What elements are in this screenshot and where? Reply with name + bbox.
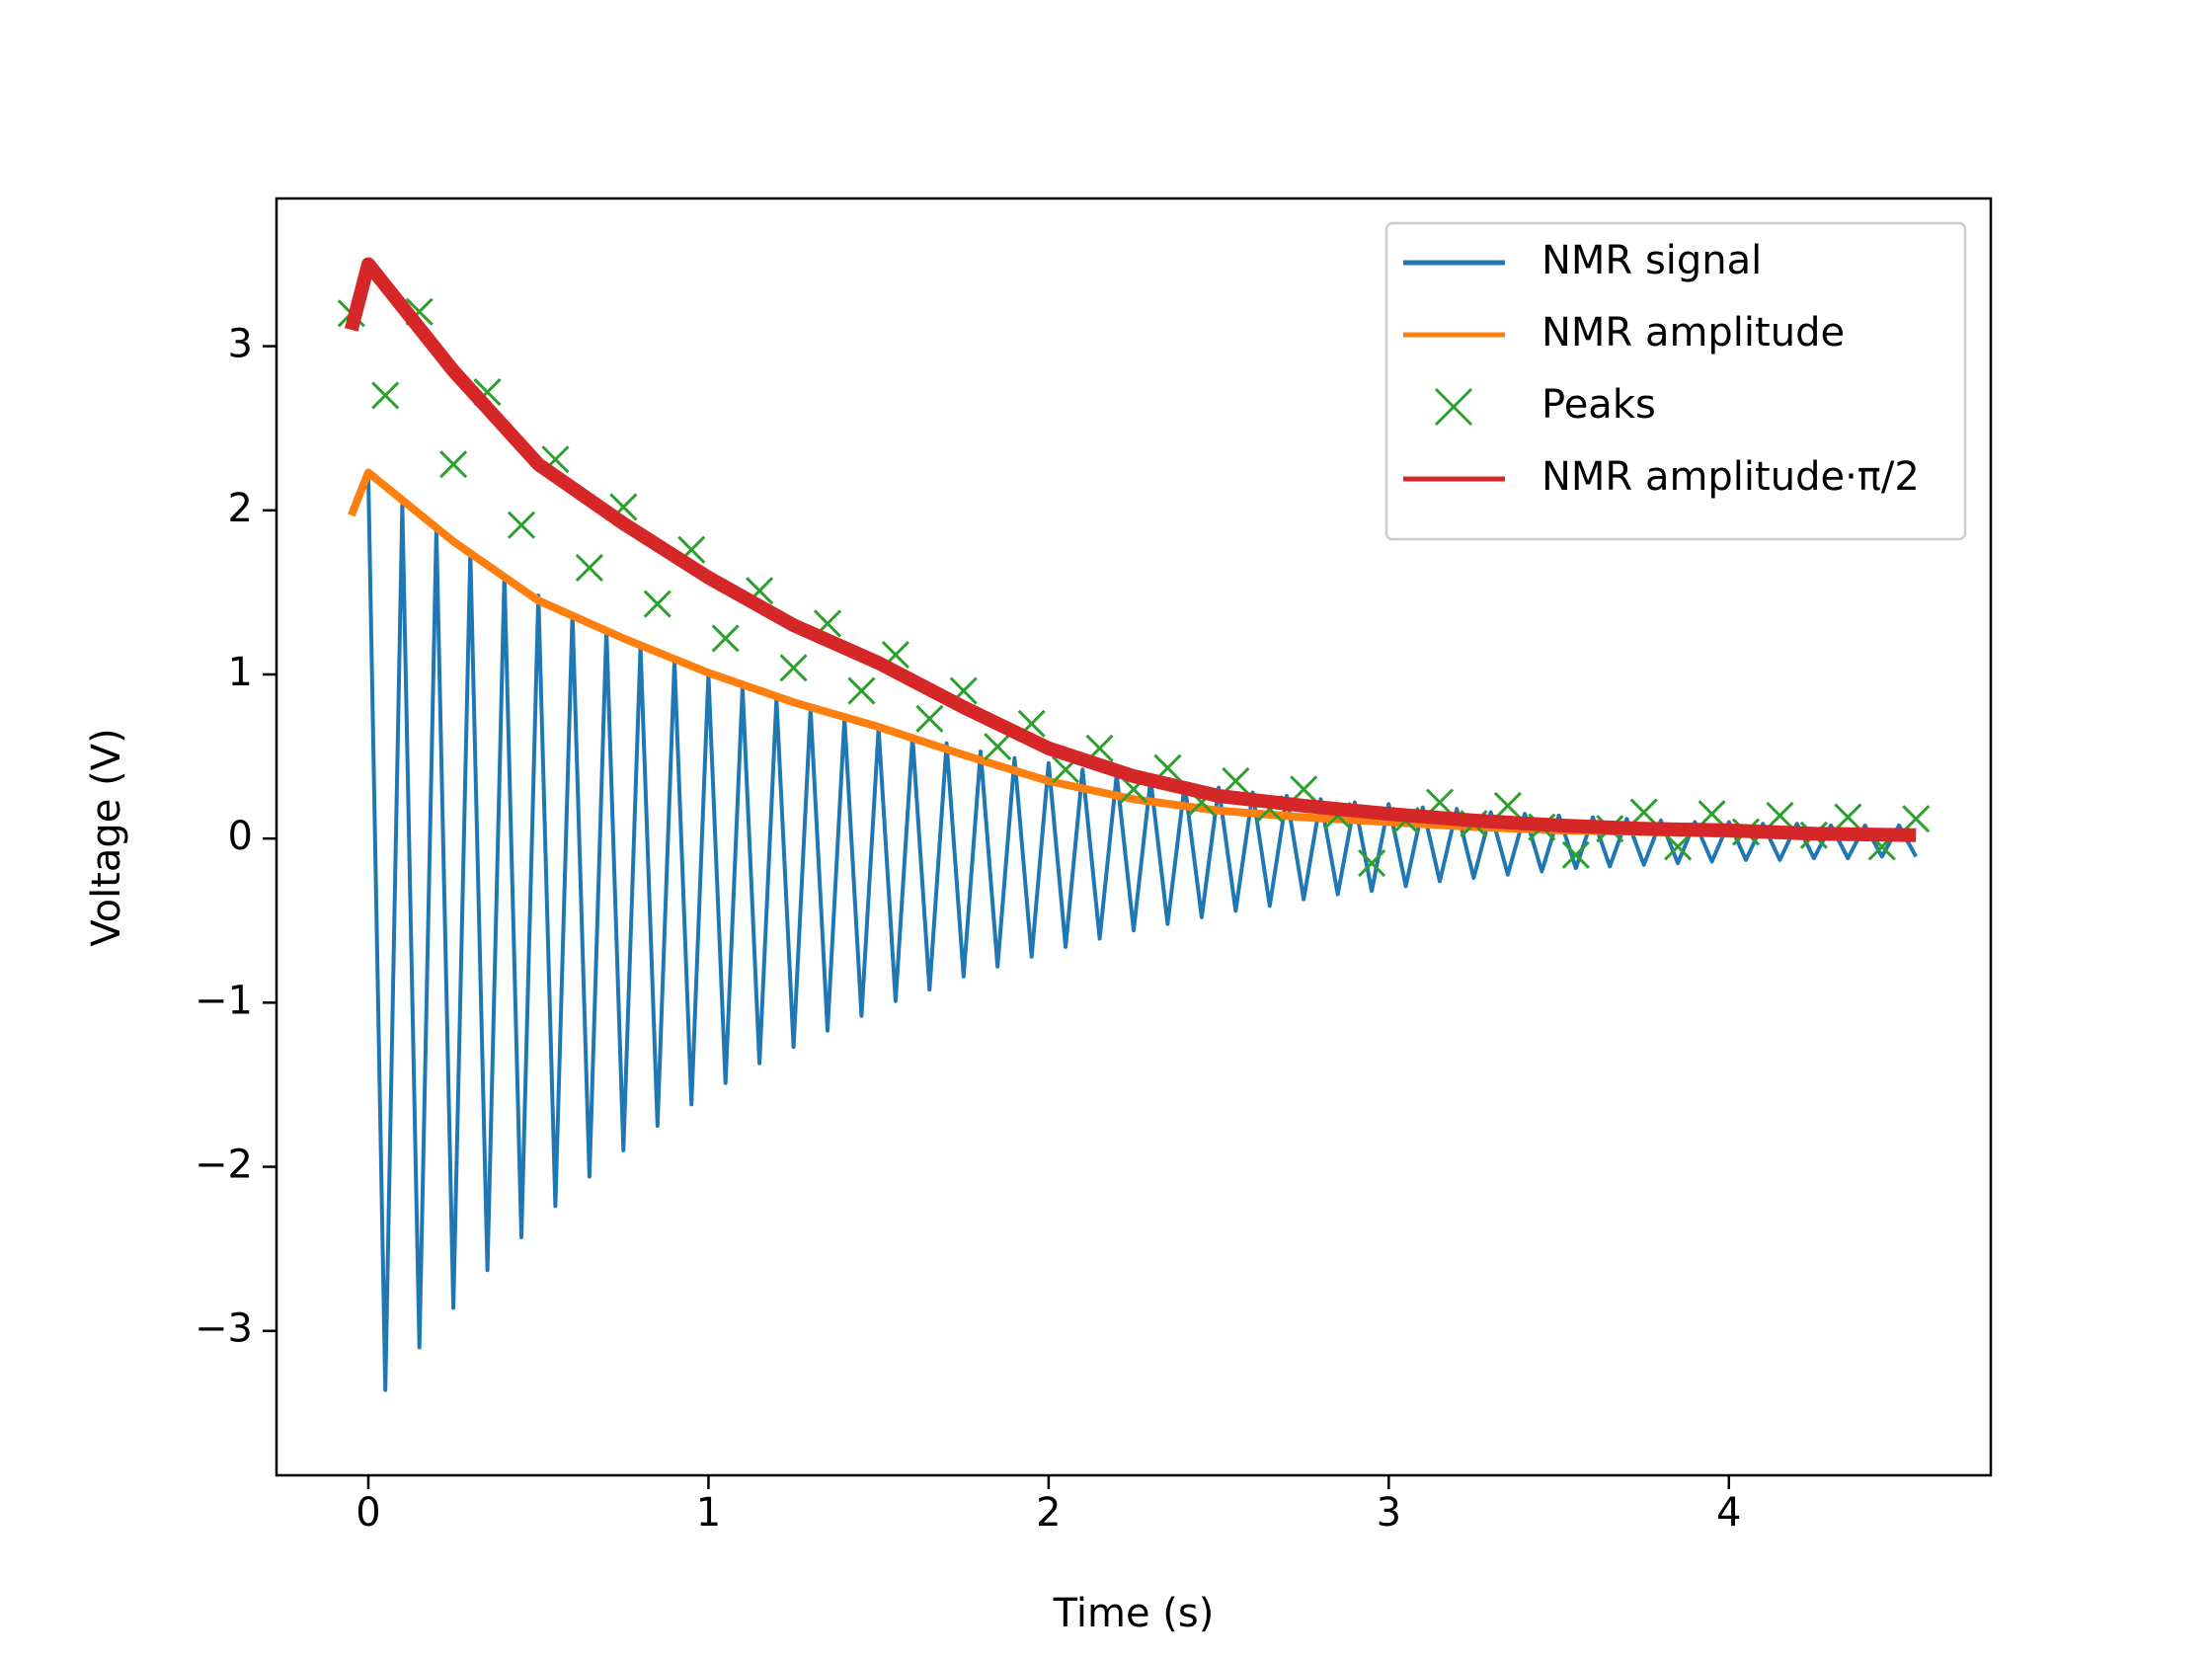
x-tick-label: 4 [1716,1490,1741,1536]
peak-marker [1493,791,1522,820]
legend-marker [1434,387,1473,427]
peak-marker [1698,800,1726,829]
peak-marker [847,676,876,705]
series-line [345,257,1917,842]
peak-marker [439,450,468,479]
peak-marker [779,654,808,682]
legend-label: NMR amplitude [1541,310,1845,356]
legend-label: NMR amplitude·π/2 [1541,454,1920,500]
peak-marker [1358,849,1386,878]
peak-marker [1629,798,1658,827]
legend-frame [1384,221,1967,541]
y-tick-label: 0 [228,814,253,859]
peak-marker [507,511,536,539]
peak-marker [643,590,672,618]
y-tick-label: 3 [228,322,253,367]
legend: NMR signal NMR amplitude Peaks NMR amplitud… [1384,221,1967,541]
peak-marker [1222,766,1250,796]
legend-label: Peaks [1541,382,1656,428]
peak-marker [1664,832,1693,861]
peak-marker [711,624,740,653]
peak-marker [984,733,1012,761]
x-tick-label: 3 [1377,1490,1401,1536]
peak-marker [575,553,603,583]
x-axis-label: Time (s) [1053,1591,1215,1636]
y-tick-label: −1 [195,978,253,1023]
y-tick-label: −3 [195,1306,253,1352]
peak-marker [1902,805,1931,833]
axes-frame [275,197,1993,1477]
peak-marker [1561,840,1590,869]
y-tick-label: −2 [195,1143,253,1188]
legend-label: NMR signal [1541,238,1762,283]
y-tick-label: 1 [228,650,253,695]
plot-area [337,257,1931,1392]
peak-marker [371,381,400,410]
peak-marker [915,704,944,733]
y-axis-label: Voltage (V) [84,728,129,946]
y-tick-label: 2 [228,486,253,531]
peak-marker [1766,801,1794,830]
x-tick-label: 1 [696,1490,721,1536]
x-tick-label: 2 [1036,1490,1061,1536]
peak-marker [1834,803,1862,831]
x-tick-label: 0 [356,1490,380,1536]
